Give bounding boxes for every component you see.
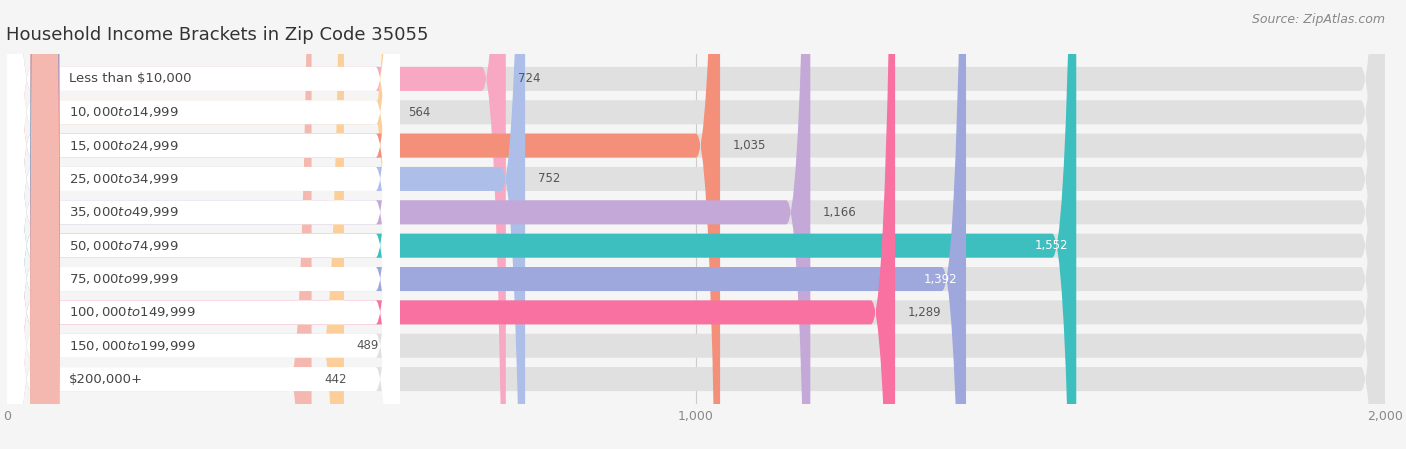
FancyBboxPatch shape [7,0,1385,449]
FancyBboxPatch shape [7,0,1385,449]
FancyBboxPatch shape [7,0,399,449]
FancyBboxPatch shape [7,0,399,449]
FancyBboxPatch shape [7,0,399,449]
Text: 442: 442 [323,373,346,386]
FancyBboxPatch shape [7,0,1385,449]
Text: $200,000+: $200,000+ [69,373,143,386]
FancyBboxPatch shape [7,0,399,449]
Circle shape [31,0,59,449]
FancyBboxPatch shape [7,0,399,449]
FancyBboxPatch shape [7,0,810,449]
FancyBboxPatch shape [7,0,1385,449]
Circle shape [31,0,59,449]
FancyBboxPatch shape [7,0,524,449]
FancyBboxPatch shape [7,0,1385,449]
FancyBboxPatch shape [7,0,1385,449]
FancyBboxPatch shape [7,0,399,449]
Circle shape [31,0,59,449]
Circle shape [31,0,59,449]
FancyBboxPatch shape [7,0,966,449]
FancyBboxPatch shape [7,0,399,449]
Text: Household Income Brackets in Zip Code 35055: Household Income Brackets in Zip Code 35… [6,26,429,44]
Text: $150,000 to $199,999: $150,000 to $199,999 [69,339,195,353]
Text: $35,000 to $49,999: $35,000 to $49,999 [69,205,179,219]
Text: Less than $10,000: Less than $10,000 [69,72,191,85]
FancyBboxPatch shape [7,0,1385,449]
Circle shape [31,0,59,449]
FancyBboxPatch shape [7,0,720,449]
FancyBboxPatch shape [7,0,1076,449]
Text: 1,289: 1,289 [907,306,941,319]
Circle shape [31,0,59,449]
FancyBboxPatch shape [7,0,344,449]
FancyBboxPatch shape [7,0,1385,449]
Text: 724: 724 [519,72,541,85]
FancyBboxPatch shape [7,0,399,449]
Circle shape [31,0,59,449]
Text: 752: 752 [537,172,560,185]
FancyBboxPatch shape [7,0,399,449]
Text: $15,000 to $24,999: $15,000 to $24,999 [69,139,179,153]
FancyBboxPatch shape [7,0,1385,449]
Text: $10,000 to $14,999: $10,000 to $14,999 [69,105,179,119]
Circle shape [31,0,59,449]
FancyBboxPatch shape [7,0,399,449]
Text: 1,166: 1,166 [823,206,856,219]
Text: 1,035: 1,035 [733,139,766,152]
Text: $100,000 to $149,999: $100,000 to $149,999 [69,305,195,319]
Circle shape [31,0,59,449]
Text: $50,000 to $74,999: $50,000 to $74,999 [69,239,179,253]
FancyBboxPatch shape [7,0,312,449]
FancyBboxPatch shape [7,0,1385,449]
Text: $25,000 to $34,999: $25,000 to $34,999 [69,172,179,186]
Text: Source: ZipAtlas.com: Source: ZipAtlas.com [1251,13,1385,26]
Text: 1,392: 1,392 [924,273,957,286]
Text: 489: 489 [356,339,378,352]
Text: 1,552: 1,552 [1035,239,1069,252]
Text: 564: 564 [408,106,430,119]
FancyBboxPatch shape [7,0,506,449]
FancyBboxPatch shape [7,0,896,449]
Text: $75,000 to $99,999: $75,000 to $99,999 [69,272,179,286]
FancyBboxPatch shape [7,0,395,449]
Circle shape [31,0,59,449]
